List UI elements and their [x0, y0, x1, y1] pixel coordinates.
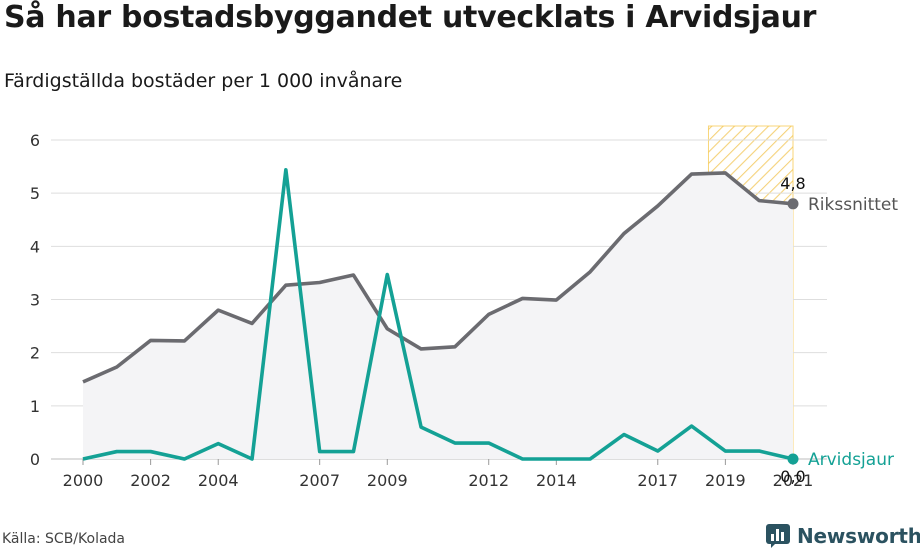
x-tick-label: 2012	[468, 471, 509, 490]
chart-title: Så har bostadsbyggandet utvecklats i Arv…	[4, 0, 817, 35]
series-name-label: Rikssnittet	[808, 195, 898, 215]
series-line-rikssnittet	[82, 171, 794, 384]
end-value-label: 4,8	[780, 174, 805, 193]
x-tick-label: 2014	[536, 471, 577, 490]
y-tick-label: 0	[30, 450, 40, 469]
y-tick-label: 2	[30, 344, 40, 363]
newsworthy-logo-icon	[766, 524, 790, 548]
y-tick-label: 4	[30, 237, 40, 256]
x-tick-label: 2004	[198, 471, 239, 490]
brand-name: Newsworthy	[797, 524, 920, 548]
end-value-label: 0,0	[780, 467, 805, 486]
y-tick-label: 1	[30, 397, 40, 416]
y-tick-label: 5	[30, 184, 40, 203]
y-tick-label: 6	[30, 131, 40, 150]
x-tick-label: 2019	[705, 471, 746, 490]
series-line-arvidsjaur	[82, 167, 794, 461]
source-note: Källa: SCB/Kolada	[2, 531, 126, 547]
x-tick-label: 2021	[773, 471, 814, 490]
brand-logo: Newsworthy	[765, 521, 920, 551]
x-tick-label: 2007	[299, 471, 340, 490]
series-name-label: Arvidsjaur	[808, 450, 894, 470]
series-end-point	[787, 198, 799, 210]
x-tick-label: 2017	[637, 471, 678, 490]
area-rikssnittet	[83, 172, 793, 460]
y-tick-label: 3	[30, 291, 40, 310]
x-tick-label: 2002	[130, 471, 171, 490]
chart-subtitle: Färdigställda bostäder per 1 000 invånar…	[4, 70, 403, 92]
x-tick-label: 2000	[63, 471, 104, 490]
series-end-point	[787, 453, 799, 465]
x-tick-label: 2009	[367, 471, 408, 490]
